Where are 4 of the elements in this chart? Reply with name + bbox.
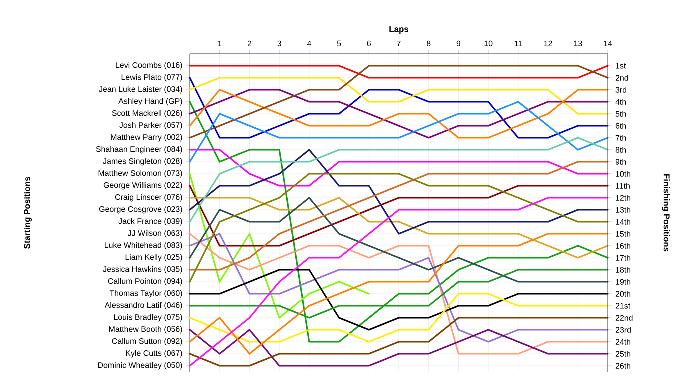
text: Starting Positions [24,177,32,249]
x-axis-title: Laps [390,26,409,34]
y-axis-title: Finishing Positions [662,174,670,252]
line-series [189,173,370,319]
